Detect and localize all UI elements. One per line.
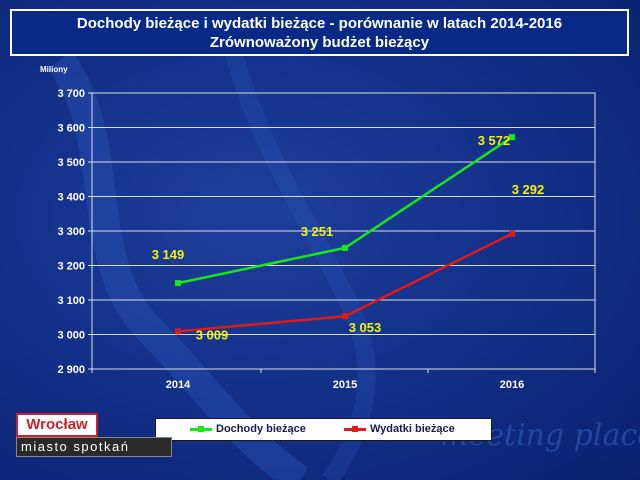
legend-label-dochody: Dochody bieżące bbox=[216, 423, 306, 435]
y-tick-label: 3 600 bbox=[57, 123, 85, 135]
x-tick-label: 2015 bbox=[333, 379, 357, 391]
data-point-dochody bbox=[342, 244, 348, 251]
data-label-dochody: 3 251 bbox=[301, 224, 334, 239]
legend-item-dochody: Dochody bieżące bbox=[190, 423, 306, 435]
legend: Dochody bieżące Wydatki bieżące bbox=[155, 418, 492, 441]
logo-wroclaw: Wrocław bbox=[16, 413, 98, 437]
data-label-wydatki: 3 009 bbox=[196, 327, 229, 342]
y-tick-label: 3 300 bbox=[57, 226, 85, 238]
data-label-wydatki: 3 292 bbox=[512, 182, 545, 197]
series-line-dochody bbox=[177, 136, 513, 285]
data-label-dochody: 3 572 bbox=[478, 133, 511, 148]
chart-subtitle: Zrównoważony budżet bieżący bbox=[209, 34, 430, 51]
data-label-wydatki: 3 053 bbox=[349, 320, 382, 335]
y-tick-label: 3 100 bbox=[57, 295, 85, 307]
y-tick-label: 3 700 bbox=[57, 88, 85, 100]
y-tick-label: 3 200 bbox=[57, 261, 85, 273]
y-tick-label: 2 900 bbox=[57, 364, 85, 376]
chart-title: Dochody bieżące i wydatki bieżące - poró… bbox=[76, 15, 563, 32]
unit-label: Miliony bbox=[40, 65, 68, 74]
legend-item-wydatki: Wydatki bieżące bbox=[344, 423, 455, 435]
y-tick-label: 3 500 bbox=[57, 157, 85, 169]
data-label-dochody: 3 149 bbox=[152, 247, 185, 262]
data-point-wydatki bbox=[342, 313, 348, 320]
data-point-wydatki bbox=[175, 328, 181, 335]
y-tick-label: 3 000 bbox=[57, 330, 85, 342]
y-tick-label: 3 400 bbox=[57, 192, 85, 204]
data-point-dochody bbox=[509, 134, 515, 141]
legend-swatch-wydatki bbox=[344, 424, 366, 434]
x-tick-label: 2014 bbox=[166, 379, 191, 391]
logo-tagline: miasto spotkań bbox=[16, 437, 172, 457]
data-point-wydatki bbox=[509, 230, 515, 237]
x-tick-label: 2016 bbox=[500, 379, 524, 391]
legend-swatch-dochody bbox=[190, 424, 212, 434]
legend-label-wydatki: Wydatki bieżące bbox=[370, 423, 455, 435]
plot-area-border bbox=[91, 92, 596, 370]
data-point-dochody bbox=[175, 280, 181, 287]
chart-title-box: Dochody bieżące i wydatki bieżące - poró… bbox=[10, 9, 629, 56]
